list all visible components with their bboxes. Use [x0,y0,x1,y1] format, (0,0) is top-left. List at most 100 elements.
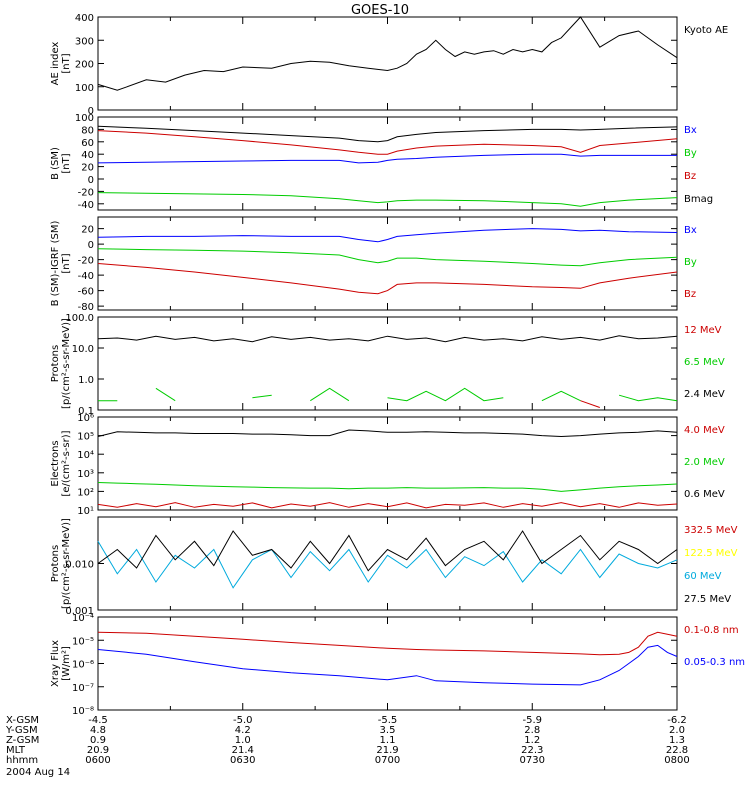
series-line-Bx [97,228,678,243]
y-axis-label: Electrons[e/(cm²-s-sr)] [50,430,72,496]
y-tick-label: 10⁴ [77,450,94,461]
series-line-Bz [97,130,678,155]
y-tick-label: -20 [78,256,94,267]
y-tick-label: 1.0 [78,375,94,386]
y-axis-label: B (SM)-IGRF (SM)[nT] [50,221,72,307]
legend-label: 0.05-0.3 nm [684,657,745,668]
y-tick-label: 100.0 [65,313,94,324]
y-tick-label: 20 [81,225,94,236]
y-axis-label-line: B (SM)-IGRF (SM) [50,221,61,307]
y-tick-label: -80 [78,302,94,313]
ephem-value: 3.5 [380,725,396,736]
y-axis-label-line: Protons [50,545,61,582]
y-tick-label: 0 [88,106,94,117]
y-tick-label: 100 [75,83,94,94]
y-axis-label-line: [p/(cm²-s-sr-MeV)] [61,518,72,609]
legend-label: 332.5 MeV [684,525,738,536]
ephem-value: 1.0 [235,735,251,746]
ephem-row-label: X-GSM [6,715,39,726]
ephem-value: 2.8 [524,725,540,736]
series-line-Bz [97,263,678,295]
ephem-value: 2.0 [669,725,685,736]
y-axis-label: Protons[p/(cm²-s-sr-MeV)] [50,518,72,609]
series-line-6.5-MeV [98,387,678,402]
y-axis-label-line: [W/m²] [61,646,72,681]
ephem-value: -5.0 [233,715,253,726]
ephem-value: 1.2 [524,735,540,746]
panel-ae: 0 100 200 300 400 AE index[nT] Kyoto AE [50,13,728,117]
ephem-value: 20.9 [87,745,109,756]
panel-frame [97,616,678,711]
series-line-By [97,248,678,267]
y-tick-label: 60 [81,138,94,149]
legend-label: Bx [684,125,697,136]
y-tick-label: 20 [81,163,94,174]
series-line-By [97,192,678,207]
y-axis-label: Protons[p/(cm²-s-sr-MeV)] [50,318,72,409]
panel-dbsm: -80 -60 -40 -20 0 20 B (SM)-IGRF (SM)[nT] Bx By B… [50,216,697,313]
ephem-row-label: MLT [6,745,26,756]
legend-label: Bmag [684,194,713,205]
series-line-0.05-0.3-nm [97,644,678,686]
ephem-value: 4.2 [235,725,251,736]
ephem-value: 0800 [664,755,689,766]
ephem-value: 0630 [230,755,255,766]
legend-label: Kyoto AE [684,25,728,36]
panel-frame [97,116,678,211]
y-axis-label-line: [nT] [61,153,72,173]
y-tick-label: 80 [81,125,94,136]
y-axis-label-line: B (SM) [50,147,61,180]
series-line-0.6-MeV [97,429,678,438]
y-tick-label: 0.1 [78,406,94,417]
panel-xray: 10⁻⁸ 10⁻⁷ 10⁻⁶ 10⁻⁵ 10⁻⁴ Xray Flux[W/m²] 0.1-0… [50,613,745,717]
y-tick-label: 0 [88,175,94,186]
ephem-value: 1.3 [669,735,685,746]
y-tick-label: 0 [88,240,94,251]
ephem-value: 4.8 [90,725,106,736]
ephem-value: 1.1 [380,735,396,746]
series-line-Kyoto-AE [97,16,678,91]
y-tick-label: 0.010 [65,560,94,571]
y-axis-label-line: Electrons [50,440,61,486]
legend-label: 60 MeV [684,571,722,582]
y-tick-label: 10² [77,487,94,498]
legend-label: 6.5 MeV [684,357,725,368]
legend-label: 0.6 MeV [684,489,725,500]
y-tick-label: 10⁻⁵ [72,636,94,647]
y-tick-label: -20 [78,187,94,198]
ephem-row-label: Y-GSM [5,725,38,736]
y-tick-label: 10³ [77,469,94,480]
y-tick-label: 10⁻⁴ [72,613,94,624]
ephemeris-table: X-GSM -4.5 -5.0 -5.5 -5.9 -6.2 Y-GSM 4.8 4.2 3.5 2… [5,715,690,778]
y-axis-label-line: [nT] [61,253,72,273]
y-tick-label: 10.0 [72,344,94,355]
legend-label: 27.5 MeV [684,594,731,605]
ephem-value: 22.3 [521,745,543,756]
series-line-2.0-MeV [97,482,678,492]
y-axis-label-line: AE index [50,42,61,86]
y-tick-label: 10⁵ [77,432,94,443]
y-tick-label: 10⁶ [77,413,94,424]
panel-frame [97,416,678,511]
y-axis-label-line: Protons [50,345,61,382]
ephem-value: 0700 [375,755,400,766]
panel-electrons: 10¹ 10² 10³ 10⁴ 10⁵ 10⁶ Electrons[e/(cm²-s-sr)… [50,413,725,517]
series-line-60-MeV [97,541,678,589]
series-line-27.5-MeV [97,530,678,572]
ephem-value: 0600 [85,755,110,766]
series-line-0.1-0.8-nm [97,631,678,656]
series-line-Bx [97,153,677,164]
legend-label: Bz [684,171,696,182]
y-tick-label: 200 [75,60,94,71]
legend-label: 4.0 MeV [684,425,725,436]
legend-label: 2.0 MeV [684,457,725,468]
ephem-value: 21.4 [232,745,254,756]
legend-label: 12 MeV [684,325,722,336]
y-axis-label-line: [p/(cm²-s-sr-MeV)] [61,318,72,409]
y-tick-label: 10⁻⁷ [72,683,94,694]
panel-frame [97,16,678,111]
ephem-row-label: hhmm [6,755,38,766]
